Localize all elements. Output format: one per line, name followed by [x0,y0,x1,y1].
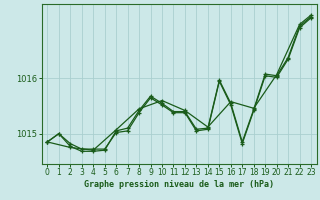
X-axis label: Graphe pression niveau de la mer (hPa): Graphe pression niveau de la mer (hPa) [84,180,274,189]
